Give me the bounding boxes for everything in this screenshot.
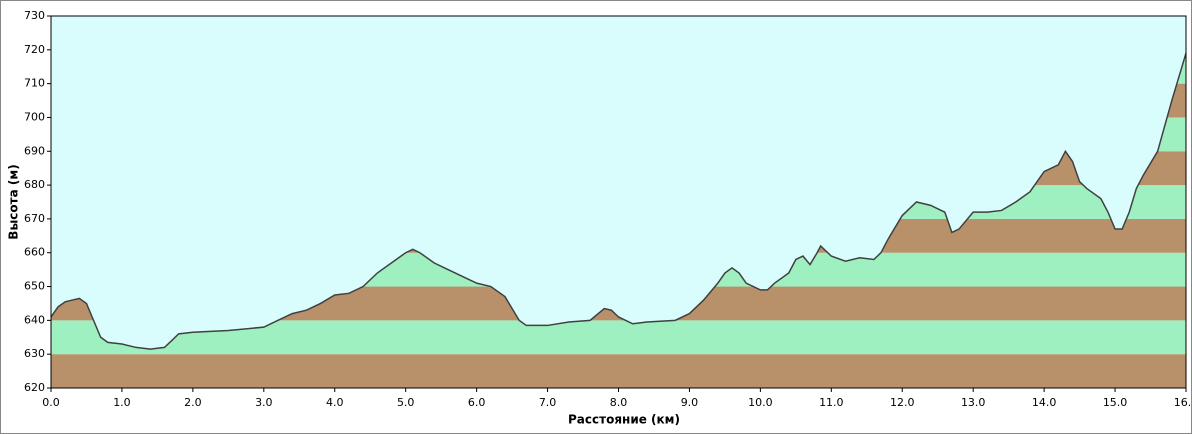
x-tick-label: 15.0 <box>1103 396 1128 409</box>
y-tick-label: 650 <box>24 280 45 293</box>
x-tick-label: 7.0 <box>539 396 557 409</box>
x-tick-label: 9.0 <box>681 396 699 409</box>
x-tick-label: 6.0 <box>468 396 486 409</box>
x-tick-label: 16.0 <box>1174 396 1192 409</box>
x-tick-label: 1.0 <box>113 396 131 409</box>
y-tick-label: 660 <box>24 246 45 259</box>
x-tick-label: 0.0 <box>42 396 60 409</box>
y-tick-label: 710 <box>24 77 45 90</box>
x-tick-label: 4.0 <box>326 396 344 409</box>
profile-line <box>50 52 1187 350</box>
x-tick-label: 2.0 <box>184 396 202 409</box>
y-tick-label: 700 <box>24 110 45 123</box>
y-tick-label: 720 <box>24 43 45 56</box>
y-tick-label: 630 <box>24 347 45 360</box>
x-tick-label: 11.0 <box>819 396 844 409</box>
y-axis-label: Высота (м) <box>7 164 21 239</box>
x-tick-label: 13.0 <box>961 396 986 409</box>
x-tick-label: 10.0 <box>748 396 773 409</box>
y-tick-label: 690 <box>24 144 45 157</box>
band <box>51 354 1186 388</box>
y-tick-label: 730 <box>24 9 45 22</box>
y-tick-label: 680 <box>24 178 45 191</box>
x-tick-label: 14.0 <box>1032 396 1057 409</box>
y-tick-label: 670 <box>24 212 45 225</box>
x-tick-label: 5.0 <box>397 396 415 409</box>
y-tick-label: 620 <box>24 381 45 394</box>
x-axis-label: Расстояние (км) <box>568 413 680 427</box>
x-tick-label: 8.0 <box>610 396 628 409</box>
x-tick-label: 12.0 <box>890 396 915 409</box>
y-tick-label: 640 <box>24 313 45 326</box>
x-tick-label: 3.0 <box>255 396 273 409</box>
